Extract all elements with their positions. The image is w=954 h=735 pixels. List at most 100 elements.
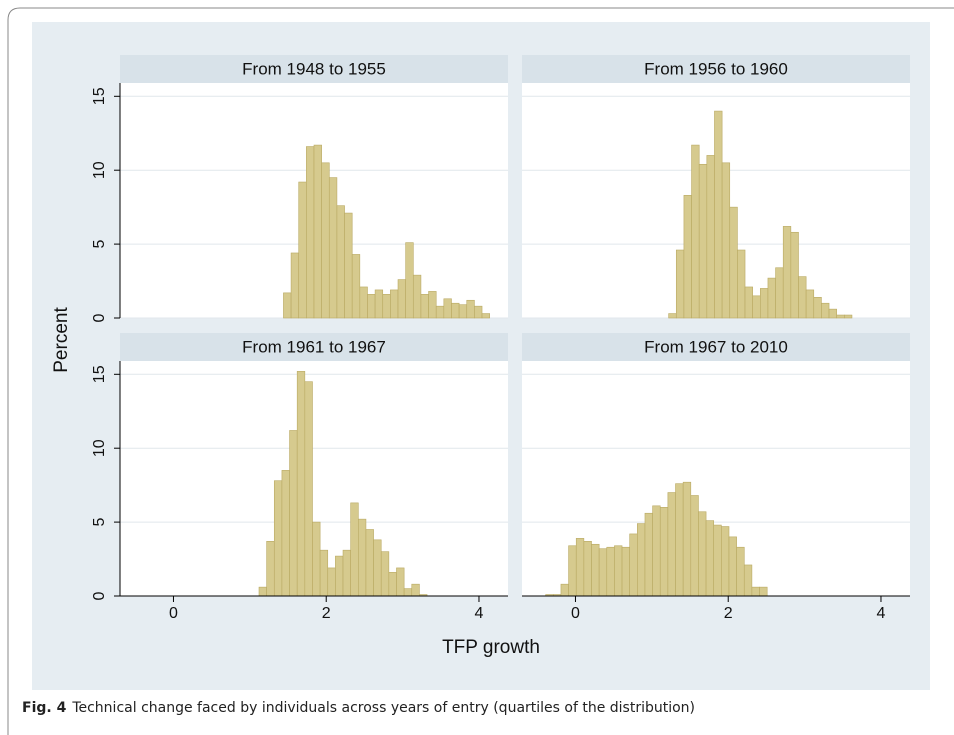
bar xyxy=(458,304,468,319)
bar xyxy=(606,546,615,597)
bar xyxy=(813,297,822,319)
x-tick-label: 2 xyxy=(322,605,331,622)
bar xyxy=(683,195,692,319)
bar xyxy=(403,588,413,597)
y-tick-label: 15 xyxy=(91,365,108,383)
bar xyxy=(752,295,761,319)
bar xyxy=(290,252,300,319)
bar xyxy=(782,226,792,319)
bar xyxy=(359,286,368,319)
bar xyxy=(705,520,715,597)
bar xyxy=(374,289,384,319)
bar xyxy=(357,518,367,597)
panel-header xyxy=(120,333,508,361)
bar xyxy=(721,162,731,319)
bar xyxy=(344,212,353,319)
bar xyxy=(481,313,490,319)
bar xyxy=(598,548,608,597)
bar xyxy=(273,480,283,597)
bar xyxy=(790,231,799,319)
bar xyxy=(668,313,677,319)
bar xyxy=(321,162,330,319)
caption-text: Technical change faced by individuals ac… xyxy=(72,700,696,716)
bar xyxy=(466,299,475,319)
bar xyxy=(721,526,730,597)
x-tick-label: 4 xyxy=(877,605,886,622)
y-tick-label: 5 xyxy=(91,518,108,527)
bar xyxy=(751,586,760,597)
bar xyxy=(560,583,569,597)
bar xyxy=(744,286,753,319)
bar xyxy=(258,586,267,597)
bar xyxy=(298,181,307,319)
y-tick-label: 10 xyxy=(91,439,108,457)
bar xyxy=(728,536,737,597)
bar xyxy=(667,492,676,597)
bar xyxy=(706,155,715,319)
bar xyxy=(759,586,768,597)
y-axis-label: Percent xyxy=(51,307,72,373)
panel-header xyxy=(522,333,910,361)
figure-frame xyxy=(7,7,954,735)
bar xyxy=(675,483,684,597)
bar xyxy=(736,546,745,597)
bar xyxy=(351,254,361,319)
x-tick-label: 0 xyxy=(169,605,178,622)
x-axis-label: TFP growth xyxy=(442,637,540,658)
bar xyxy=(411,583,420,597)
panel-title: From 1948 to 1955 xyxy=(242,59,386,78)
bar xyxy=(844,314,853,319)
bar xyxy=(690,495,699,597)
bar xyxy=(405,242,414,319)
bar xyxy=(759,288,769,319)
bar xyxy=(775,267,784,319)
bar xyxy=(367,294,376,319)
bar xyxy=(350,502,359,597)
bar xyxy=(798,276,807,319)
bar xyxy=(289,430,298,597)
bar xyxy=(342,549,351,597)
bar xyxy=(644,512,653,597)
bar xyxy=(390,289,399,319)
bar xyxy=(335,555,344,597)
bar xyxy=(714,110,723,319)
bar xyxy=(583,541,592,597)
caption: Fig. 4 Technical change faced by individu… xyxy=(22,700,695,716)
bar xyxy=(675,249,685,319)
bar xyxy=(729,206,738,319)
bar xyxy=(821,302,830,319)
bar xyxy=(412,274,422,319)
bar xyxy=(474,305,483,319)
bar xyxy=(698,163,708,319)
bar xyxy=(396,567,405,597)
bar xyxy=(621,546,630,597)
bar xyxy=(319,549,329,597)
bar xyxy=(629,533,638,597)
bar xyxy=(575,538,585,597)
y-tick-label: 0 xyxy=(91,313,108,322)
panel-header xyxy=(120,55,508,83)
bar xyxy=(266,541,275,597)
x-tick-label: 0 xyxy=(571,605,580,622)
bar xyxy=(443,298,452,319)
bar xyxy=(682,481,692,597)
bar xyxy=(568,545,577,597)
bar xyxy=(281,470,290,597)
bar xyxy=(743,564,753,597)
caption-label: Fig. 4 xyxy=(22,700,67,716)
bar xyxy=(805,289,815,319)
bar xyxy=(428,291,437,319)
bar xyxy=(306,146,315,319)
bar xyxy=(828,308,837,319)
bar xyxy=(591,543,600,597)
panel-title: From 1961 to 1967 xyxy=(242,337,386,356)
bar xyxy=(652,505,661,597)
bar xyxy=(296,371,306,597)
bar xyxy=(327,567,336,597)
bar xyxy=(312,521,321,597)
bar xyxy=(836,314,845,319)
bar xyxy=(767,277,776,319)
bar xyxy=(737,249,746,319)
